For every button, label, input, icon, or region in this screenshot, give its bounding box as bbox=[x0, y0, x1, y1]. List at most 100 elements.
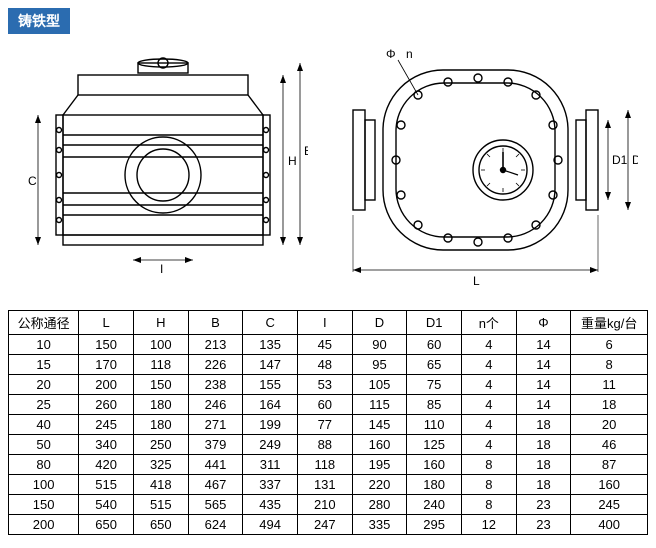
dim-label-c: C bbox=[28, 174, 37, 188]
table-cell: 441 bbox=[188, 455, 243, 475]
table-cell: 4 bbox=[461, 375, 516, 395]
table-cell: 100 bbox=[9, 475, 79, 495]
table-cell: 650 bbox=[79, 515, 134, 535]
table-cell: 180 bbox=[407, 475, 462, 495]
table-cell: 435 bbox=[243, 495, 298, 515]
table-cell: 247 bbox=[297, 515, 352, 535]
table-cell: 160 bbox=[571, 475, 648, 495]
table-cell: 335 bbox=[352, 515, 407, 535]
table-cell: 20 bbox=[571, 415, 648, 435]
table-row: 25260180246164601158541418 bbox=[9, 395, 648, 415]
table-cell: 87 bbox=[571, 455, 648, 475]
table-cell: 210 bbox=[297, 495, 352, 515]
table-row: 20200150238155531057541411 bbox=[9, 375, 648, 395]
table-cell: 150 bbox=[133, 375, 188, 395]
table-cell: 4 bbox=[461, 335, 516, 355]
dim-label-b: B bbox=[304, 144, 308, 158]
table-column-header: D bbox=[352, 311, 407, 335]
dim-label-i: I bbox=[160, 262, 163, 276]
table-cell: 650 bbox=[133, 515, 188, 535]
table-cell: 200 bbox=[79, 375, 134, 395]
table-cell: 160 bbox=[352, 435, 407, 455]
table-cell: 18 bbox=[516, 415, 571, 435]
table-column-header: D1 bbox=[407, 311, 462, 335]
table-cell: 14 bbox=[516, 335, 571, 355]
table-cell: 155 bbox=[243, 375, 298, 395]
table-cell: 75 bbox=[407, 375, 462, 395]
table-cell: 250 bbox=[133, 435, 188, 455]
dimensions-table: 公称通径LHBCIDD1n个Φ重量kg/台 101501002131354590… bbox=[8, 310, 648, 535]
dim-label-n: n bbox=[406, 47, 413, 61]
table-cell: 195 bbox=[352, 455, 407, 475]
table-cell: 46 bbox=[571, 435, 648, 455]
table-row: 100515418467337131220180818160 bbox=[9, 475, 648, 495]
table-cell: 100 bbox=[133, 335, 188, 355]
table-column-header: 公称通径 bbox=[9, 311, 79, 335]
table-cell: 8 bbox=[461, 495, 516, 515]
table-cell: 340 bbox=[79, 435, 134, 455]
table-cell: 88 bbox=[297, 435, 352, 455]
table-cell: 77 bbox=[297, 415, 352, 435]
table-cell: 311 bbox=[243, 455, 298, 475]
table-row: 2006506506244942473352951223400 bbox=[9, 515, 648, 535]
table-cell: 400 bbox=[571, 515, 648, 535]
drawing-side-view: Φ n D1 D L bbox=[328, 40, 638, 300]
table-cell: 6 bbox=[571, 335, 648, 355]
table-cell: 220 bbox=[352, 475, 407, 495]
table-cell: 295 bbox=[407, 515, 462, 535]
table-cell: 515 bbox=[79, 475, 134, 495]
table-cell: 90 bbox=[352, 335, 407, 355]
table-cell: 20 bbox=[9, 375, 79, 395]
table-cell: 14 bbox=[516, 375, 571, 395]
table-column-header: Φ bbox=[516, 311, 571, 335]
table-row: 8042032544131111819516081887 bbox=[9, 455, 648, 475]
table-cell: 53 bbox=[297, 375, 352, 395]
table-cell: 565 bbox=[188, 495, 243, 515]
table-cell: 4 bbox=[461, 435, 516, 455]
table-cell: 95 bbox=[352, 355, 407, 375]
table-cell: 110 bbox=[407, 415, 462, 435]
table-cell: 213 bbox=[188, 335, 243, 355]
table-cell: 180 bbox=[133, 415, 188, 435]
table-cell: 379 bbox=[188, 435, 243, 455]
table-cell: 60 bbox=[407, 335, 462, 355]
table-cell: 14 bbox=[516, 355, 571, 375]
table-cell: 325 bbox=[133, 455, 188, 475]
table-cell: 540 bbox=[79, 495, 134, 515]
table-cell: 147 bbox=[243, 355, 298, 375]
table-cell: 8 bbox=[571, 355, 648, 375]
table-cell: 145 bbox=[352, 415, 407, 435]
table-column-header: L bbox=[79, 311, 134, 335]
table-cell: 15 bbox=[9, 355, 79, 375]
table-cell: 271 bbox=[188, 415, 243, 435]
table-cell: 160 bbox=[407, 455, 462, 475]
table-row: 402451802711997714511041820 bbox=[9, 415, 648, 435]
table-cell: 18 bbox=[571, 395, 648, 415]
table-cell: 8 bbox=[461, 455, 516, 475]
table-cell: 240 bbox=[407, 495, 462, 515]
technical-drawings: C I H B bbox=[8, 40, 648, 300]
dim-label-h: H bbox=[288, 154, 297, 168]
table-column-header: I bbox=[297, 311, 352, 335]
table-cell: 170 bbox=[79, 355, 134, 375]
table-cell: 118 bbox=[133, 355, 188, 375]
table-cell: 23 bbox=[516, 515, 571, 535]
table-cell: 18 bbox=[516, 455, 571, 475]
table-cell: 11 bbox=[571, 375, 648, 395]
table-cell: 12 bbox=[461, 515, 516, 535]
dim-label-phi: Φ bbox=[386, 47, 396, 61]
table-cell: 4 bbox=[461, 355, 516, 375]
table-cell: 624 bbox=[188, 515, 243, 535]
table-cell: 245 bbox=[571, 495, 648, 515]
table-cell: 115 bbox=[352, 395, 407, 415]
table-cell: 150 bbox=[79, 335, 134, 355]
table-cell: 260 bbox=[79, 395, 134, 415]
table-cell: 125 bbox=[407, 435, 462, 455]
table-cell: 10 bbox=[9, 335, 79, 355]
table-cell: 118 bbox=[297, 455, 352, 475]
table-cell: 50 bbox=[9, 435, 79, 455]
table-row: 503402503792498816012541846 bbox=[9, 435, 648, 455]
table-cell: 420 bbox=[79, 455, 134, 475]
table-cell: 200 bbox=[9, 515, 79, 535]
table-cell: 18 bbox=[516, 475, 571, 495]
